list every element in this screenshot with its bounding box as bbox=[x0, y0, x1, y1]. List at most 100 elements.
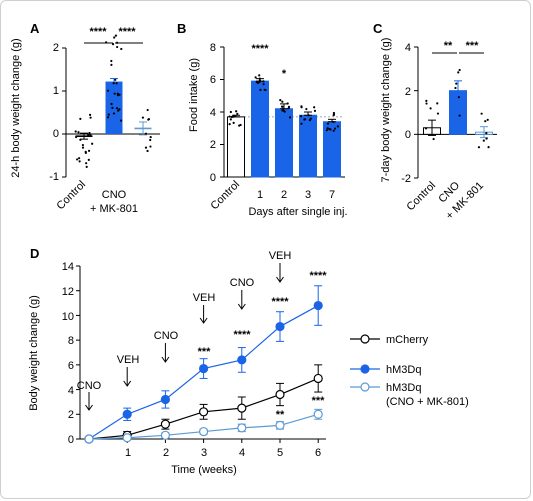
panel-a-dot bbox=[115, 107, 119, 110]
panel-a-dot bbox=[112, 82, 115, 85]
panel-b-sig: **** bbox=[251, 43, 269, 55]
point-mcherry bbox=[160, 419, 170, 429]
panel-a-dot bbox=[141, 116, 145, 119]
panel-b-ytick: 8 bbox=[210, 42, 216, 54]
sig-mk801: *** bbox=[312, 395, 326, 407]
panel-a-ytick: 0 bbox=[53, 128, 59, 140]
panel-c-dot bbox=[487, 146, 490, 149]
arrow-label: VEH bbox=[193, 292, 216, 304]
panel-d-xtick: 2 bbox=[163, 447, 169, 459]
panel-c-letter: C bbox=[373, 21, 383, 36]
panel-c-ytick: 0 bbox=[405, 129, 411, 141]
panel-b-dot bbox=[332, 114, 335, 117]
panel-b-dot bbox=[233, 114, 236, 117]
panel-d-xtick: 3 bbox=[201, 447, 207, 459]
panel-a-dot bbox=[87, 133, 90, 136]
legend-label-hm3dq: hM3Dq bbox=[386, 364, 421, 376]
panel-a-ylabel: 24-h body weight change (g) bbox=[10, 38, 22, 177]
panel-a-dot bbox=[75, 135, 78, 139]
panel-b-dot bbox=[326, 127, 329, 130]
panel-a-dot bbox=[146, 108, 149, 112]
point-hm3dq bbox=[313, 300, 323, 311]
panel-b-dot bbox=[286, 102, 289, 105]
injection-arrowhead bbox=[237, 303, 246, 310]
panel-c-dot bbox=[458, 68, 461, 72]
panel-c-dot bbox=[425, 99, 428, 102]
sig-hm3dq: **** bbox=[309, 270, 327, 282]
panel-b-dot bbox=[230, 115, 233, 119]
panel-b-dot bbox=[262, 80, 265, 83]
injection-arrowhead bbox=[199, 317, 208, 324]
panel-c-dot bbox=[429, 107, 432, 110]
panel-c-dot bbox=[477, 146, 481, 149]
panel-b-dot bbox=[300, 105, 303, 108]
point-mk801 bbox=[199, 426, 209, 437]
point-mcherry bbox=[275, 389, 285, 400]
injection-arrowhead bbox=[276, 276, 284, 283]
legend-marker-hm3dq bbox=[360, 364, 370, 374]
arrow-label: CNO bbox=[154, 330, 179, 342]
panel-a-dot bbox=[146, 149, 149, 153]
panel-a-dot bbox=[114, 78, 117, 81]
panel-c-dot bbox=[484, 120, 487, 123]
panel-c-dot bbox=[480, 112, 483, 115]
point-mk801 bbox=[313, 409, 323, 419]
panel-a-dot bbox=[119, 119, 123, 122]
panel-c-dot bbox=[436, 112, 440, 115]
panel-c-ytick: -2 bbox=[401, 173, 411, 185]
panel-a-dot bbox=[84, 151, 87, 154]
arrow-label: VEH bbox=[269, 250, 292, 262]
panel-b-dot bbox=[300, 122, 303, 125]
panel-a-ytick: -1 bbox=[49, 171, 59, 183]
panel-a-dot bbox=[87, 158, 90, 162]
panel-c-sig: *** bbox=[466, 40, 480, 52]
panel-b-xtick: 1 bbox=[257, 189, 263, 201]
panel-d-xtick: 5 bbox=[277, 447, 283, 459]
point-hm3dq bbox=[199, 363, 209, 374]
panel-d-ytick: 10 bbox=[62, 311, 74, 323]
panel-b-dot bbox=[332, 129, 335, 132]
point-mcherry bbox=[313, 373, 323, 384]
panel-b-dot bbox=[232, 121, 235, 124]
sig-mk801: ** bbox=[276, 409, 285, 421]
panel-d-ytick: 4 bbox=[68, 385, 74, 397]
panel-a-sig: **** bbox=[118, 26, 136, 38]
panel-b-dot bbox=[313, 109, 317, 113]
panel-d-xtick: 4 bbox=[239, 447, 245, 459]
panel-a-dot bbox=[149, 138, 152, 142]
injection-arrowhead bbox=[85, 404, 93, 411]
panel-a-dot bbox=[106, 89, 110, 92]
panel-b-dot bbox=[303, 118, 306, 121]
panel-a-xtick: CNO bbox=[102, 189, 127, 201]
panel-a-dot bbox=[113, 36, 116, 39]
panel-a-dot bbox=[116, 94, 120, 97]
sig-hm3dq: *** bbox=[198, 346, 212, 358]
panel-a-ytick: 2 bbox=[53, 42, 59, 54]
panel-a-dot bbox=[114, 34, 118, 37]
panel-d-ytick: 2 bbox=[68, 409, 74, 421]
arrow-label: CNO bbox=[77, 380, 102, 392]
panel-d-ytick: 8 bbox=[68, 335, 74, 347]
legend-label-mcherry: mCherry bbox=[386, 334, 429, 346]
panel-c-dot bbox=[457, 96, 461, 99]
point-mk801 bbox=[122, 433, 132, 443]
panel-a-dot bbox=[85, 162, 88, 165]
panel-b-bar bbox=[275, 108, 293, 178]
panel-b-dot bbox=[325, 129, 329, 132]
panel-a-dot bbox=[77, 131, 80, 134]
panel-b-dot bbox=[258, 74, 261, 77]
panel-b-dot bbox=[307, 114, 310, 117]
point-mk801 bbox=[160, 430, 170, 440]
panel-a-dot bbox=[111, 43, 115, 46]
point-hm3dq bbox=[237, 355, 247, 365]
panel-b-dot bbox=[333, 127, 337, 130]
legend-marker-mcherry bbox=[360, 334, 370, 344]
panel-b-dot bbox=[305, 107, 308, 111]
panel-a-dot bbox=[81, 146, 85, 149]
panel-b-xtick: 7 bbox=[329, 189, 335, 201]
panel-c-dot bbox=[454, 86, 457, 90]
sig-hm3dq: **** bbox=[271, 296, 289, 308]
panel-b-dot bbox=[279, 99, 282, 102]
panel-a-dot bbox=[117, 109, 120, 112]
panel-c-dot bbox=[486, 118, 489, 121]
